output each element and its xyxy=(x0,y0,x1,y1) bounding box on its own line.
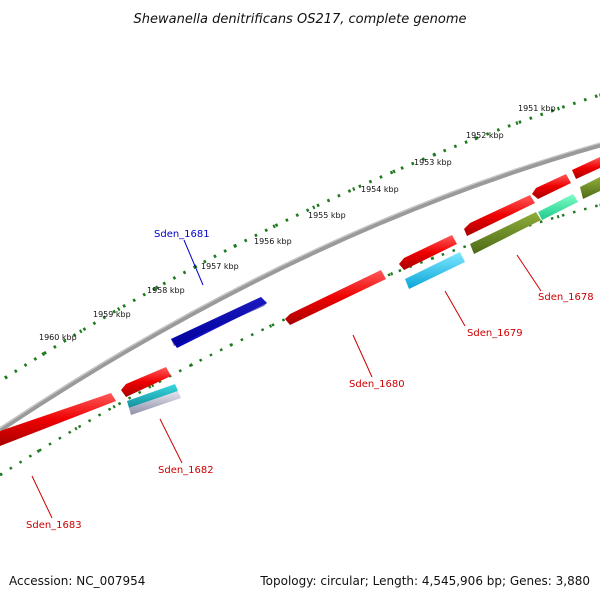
leader-line xyxy=(352,334,373,378)
gene-arrow-sden-1678[interactable] xyxy=(464,195,535,236)
gene-sden-1681[interactable] xyxy=(171,297,267,348)
gene-arrow[interactable] xyxy=(532,174,571,199)
inner-scale-track xyxy=(0,203,600,477)
gene-label-sden-1679[interactable]: Sden_1679 xyxy=(467,328,523,339)
leader-line xyxy=(183,239,204,286)
inner-major-ticks xyxy=(0,203,600,477)
gene-block[interactable] xyxy=(470,212,541,254)
gene-block-sden-1682-b[interactable] xyxy=(129,391,181,415)
gene-label-sden-1681[interactable]: Sden_1681 xyxy=(154,229,210,240)
gene-block-sden-1679[interactable] xyxy=(405,252,465,289)
gene-arrow[interactable] xyxy=(572,157,600,179)
kbp-label: 1957 kbp xyxy=(201,262,239,271)
leader-line xyxy=(31,475,53,519)
kbp-label: 1959 kbp xyxy=(93,310,131,319)
kbp-scale-labels: 1951 kbp 1952 kbp 1953 kbp 1954 kbp 1955… xyxy=(39,104,556,342)
map-title: Shewanella denitrificans OS217, complete… xyxy=(134,12,467,27)
gene-arrow-sden-1680[interactable] xyxy=(285,270,386,325)
kbp-label: 1954 kbp xyxy=(361,185,399,194)
accession-text: Accession: NC_007954 xyxy=(9,574,145,588)
gene-label-sden-1678[interactable]: Sden_1678 xyxy=(538,292,594,303)
kbp-label: 1955 kbp xyxy=(308,211,346,220)
gene-arrow-sden-1682[interactable] xyxy=(121,367,171,397)
gene-arrow-sden-1683[interactable] xyxy=(0,393,116,446)
gene-block-sden-1682[interactable] xyxy=(127,384,178,408)
gene-block[interactable] xyxy=(538,194,578,220)
kbp-label: 1960 kbp xyxy=(39,333,77,342)
kbp-label: 1956 kbp xyxy=(254,237,292,246)
gene-arrow-shadow xyxy=(171,297,267,346)
genome-backbone-highlight xyxy=(0,142,600,429)
gene-label-sden-1683[interactable]: Sden_1683 xyxy=(26,520,82,531)
gene-label-sden-1682[interactable]: Sden_1682 xyxy=(158,465,214,476)
genome-backbone xyxy=(0,142,600,433)
leader-line xyxy=(159,418,183,464)
gene-track-reverse xyxy=(0,157,600,446)
kbp-label: 1951 kbp xyxy=(518,104,556,113)
leader-line xyxy=(516,254,542,292)
kbp-label: 1953 kbp xyxy=(414,158,452,167)
gene-block[interactable] xyxy=(580,177,600,199)
gene-arrow-sden-1679[interactable] xyxy=(399,235,457,270)
leader-line xyxy=(444,290,466,327)
kbp-label: 1952 kbp xyxy=(466,131,504,140)
genome-summary-text: Topology: circular; Length: 4,545,906 bp… xyxy=(259,574,590,588)
kbp-label: 1958 kbp xyxy=(147,286,185,295)
gene-track-secondary xyxy=(127,177,600,415)
label-leaders xyxy=(31,239,542,519)
gene-label-sden-1680[interactable]: Sden_1680 xyxy=(349,379,405,390)
